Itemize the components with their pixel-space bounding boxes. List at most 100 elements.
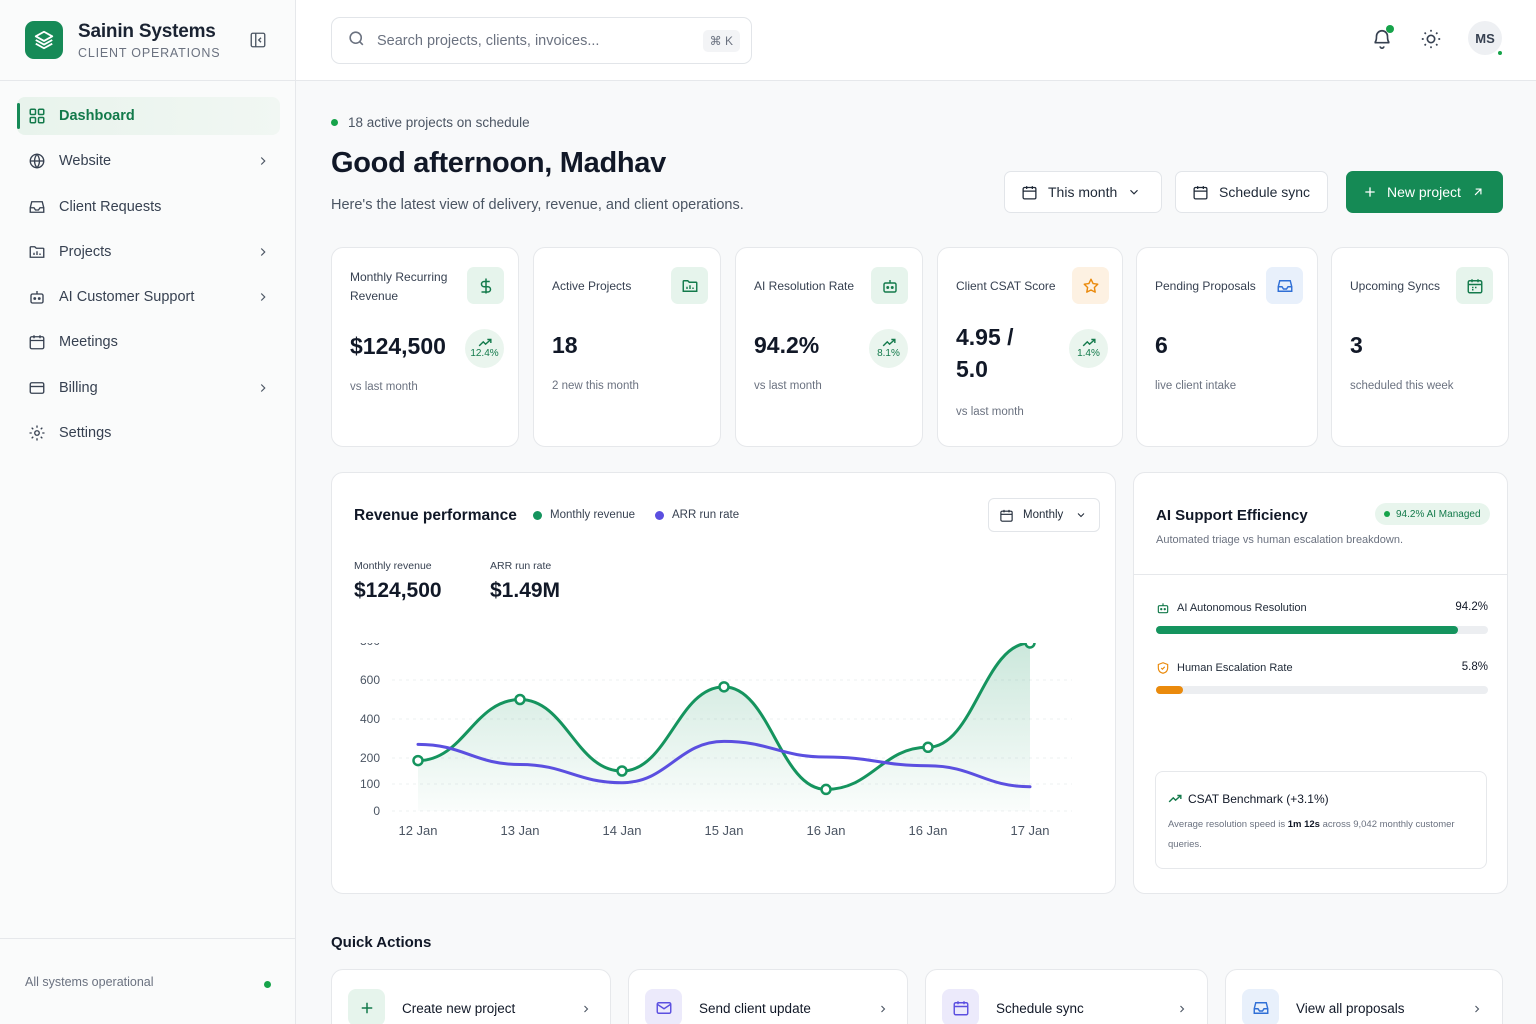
x-tick-label: 15 Jan [704,823,743,838]
kpi-label: Client CSAT Score [956,279,1056,293]
quick-action-schedule-sync[interactable]: Schedule sync [925,969,1208,1024]
status-line: 18 active projects on schedule [331,115,530,130]
sidebar-item-settings[interactable]: Settings [17,414,280,452]
benchmark-text-pre: Average resolution speed is [1168,819,1288,830]
revenue-line-chart: 0 100 200 400 600 800 12 Jan 13 Jan 14 Jan 15 Jan… [360,643,1072,838]
metric-label: ARR run rate [490,560,552,572]
inbox-icon [1266,267,1303,304]
sidebar-item-website[interactable]: Website [17,142,280,180]
kpi-label: Monthly Recurring Revenue [350,270,448,303]
kpi-card-upcoming-syncs[interactable]: Upcoming Syncs 3 scheduled this week [1331,247,1509,447]
sidebar-item-label: Client Requests [59,198,162,215]
sidebar-item-projects[interactable]: Projects [17,233,280,271]
metric-value: $124,500 [354,579,442,602]
legend-item-arr: ARR run rate [655,509,739,521]
collapse-sidebar-icon[interactable] [249,31,267,49]
trend-up-icon [1168,794,1182,804]
trend-badge: 1.4% [1069,329,1108,368]
kpi-card-csat[interactable]: Client CSAT Score 4.95 / 5.0 1.4% vs las… [937,247,1123,447]
kpi-value: 4.95 / 5.0 [956,324,1014,382]
schedule-sync-button[interactable]: Schedule sync [1175,171,1328,213]
topbar: ⌘ K MS [296,0,1536,81]
metric-value: $1.49M [490,579,561,602]
chevron-right-icon [256,290,270,304]
avatar[interactable]: MS [1468,21,1504,57]
x-tick-label: 13 Jan [500,823,539,838]
quick-actions-title: Quick Actions [331,934,432,951]
search-box[interactable]: ⌘ K [331,17,752,64]
kpi-card-active-projects[interactable]: Active Projects 18 2 new this month [533,247,721,447]
period-select-button[interactable]: This month [1004,171,1162,213]
system-status: All systems operational [0,938,295,1024]
system-status-text: All systems operational [25,974,154,989]
legend-label: ARR run rate [672,509,740,521]
trend-up-icon [478,338,492,347]
bell-icon[interactable] [1371,28,1393,50]
kpi-card-pending-proposals[interactable]: Pending Proposals 6 live client intake [1136,247,1318,447]
chevron-right-icon [256,381,270,395]
legend-swatch [533,510,542,520]
data-point [820,783,832,796]
progress-track [1156,686,1488,694]
quick-action-create-project[interactable]: Create new project [331,969,611,1024]
kpi-note: vs last month [350,381,418,393]
benchmark-text-bold: 1m 12s [1287,819,1320,830]
period-select-label: This month [1048,184,1118,200]
search-input[interactable] [377,32,677,49]
benchmark-title: CSAT Benchmark (+3.1%) [1188,792,1329,806]
x-tick-label: 16 Jan [806,823,845,838]
benchmark-text: Average resolution speed is 1m 12s acros… [1168,815,1478,855]
card-subtitle: Automated triage vs human escalation bre… [1156,534,1404,546]
kpi-label: Upcoming Syncs [1350,279,1441,293]
credit-card-icon [28,379,46,397]
calendar-icon [999,508,1014,523]
dollar-icon [467,267,504,304]
kpi-value: $124,500 [350,333,446,359]
sidebar-item-label: Dashboard [59,108,135,124]
folder-chart-icon [28,243,46,261]
data-point [514,693,526,706]
x-tick-label: 16 Jan [908,823,947,838]
sidebar-item-dashboard[interactable]: Dashboard [17,97,280,135]
badge-text: 94.2% AI Managed [1396,508,1481,520]
sidebar-item-label: Meetings [59,334,118,351]
metric-ai-autonomous-resolution: AI Autonomous Resolution 94.2% [1156,601,1488,634]
sidebar-item-label: Website [59,153,112,170]
status-dot [331,119,338,126]
kpi-card-ai-resolution[interactable]: AI Resolution Rate 94.2% 8.1% vs last mo… [735,247,923,447]
notification-dot [1386,25,1394,33]
kpi-label: AI Resolution Rate [754,279,855,293]
data-point [922,741,934,754]
series-area [418,643,1030,811]
bot-icon [28,288,46,306]
chart-title: Revenue performance [354,507,517,524]
x-tick-label: 12 Jan [398,823,437,838]
sidebar-item-label: Billing [59,379,98,396]
chevron-right-icon [877,1002,889,1014]
quick-action-send-client-update[interactable]: Send client update [628,969,908,1024]
quick-action-view-proposals[interactable]: View all proposals [1225,969,1503,1024]
kpi-card-mrr[interactable]: Monthly Recurring Revenue $124,500 12.4%… [331,247,519,447]
badge-dot [1384,511,1390,517]
chart-period-select[interactable]: Monthly [988,498,1100,532]
sun-icon[interactable] [1420,28,1442,50]
page-subtitle: Here's the latest view of delivery, reve… [331,197,744,213]
ai-managed-badge: 94.2% AI Managed [1375,503,1490,525]
layers-logo-icon[interactable] [25,21,63,59]
new-project-button[interactable]: New project [1346,171,1503,213]
globe-icon [28,152,46,170]
plus-icon [348,989,385,1024]
main-content: 18 active projects on schedule Good afte… [296,81,1536,1024]
benchmark-text-post: across 9,042 monthly customer queries. [1168,819,1455,850]
sidebar-item-meetings[interactable]: Meetings [17,323,280,361]
sidebar-item-label: Settings [59,425,112,442]
progress-track [1156,626,1488,634]
data-point [718,681,730,693]
trend-up-icon [1082,338,1096,347]
grid-icon [28,107,46,125]
sidebar-item-ai-customer-support[interactable]: AI Customer Support [17,278,280,316]
new-project-label: New project [1387,184,1461,200]
sidebar-item-client-requests[interactable]: Client Requests [17,188,280,226]
bot-icon [1156,601,1170,615]
sidebar-item-billing[interactable]: Billing [17,369,280,407]
